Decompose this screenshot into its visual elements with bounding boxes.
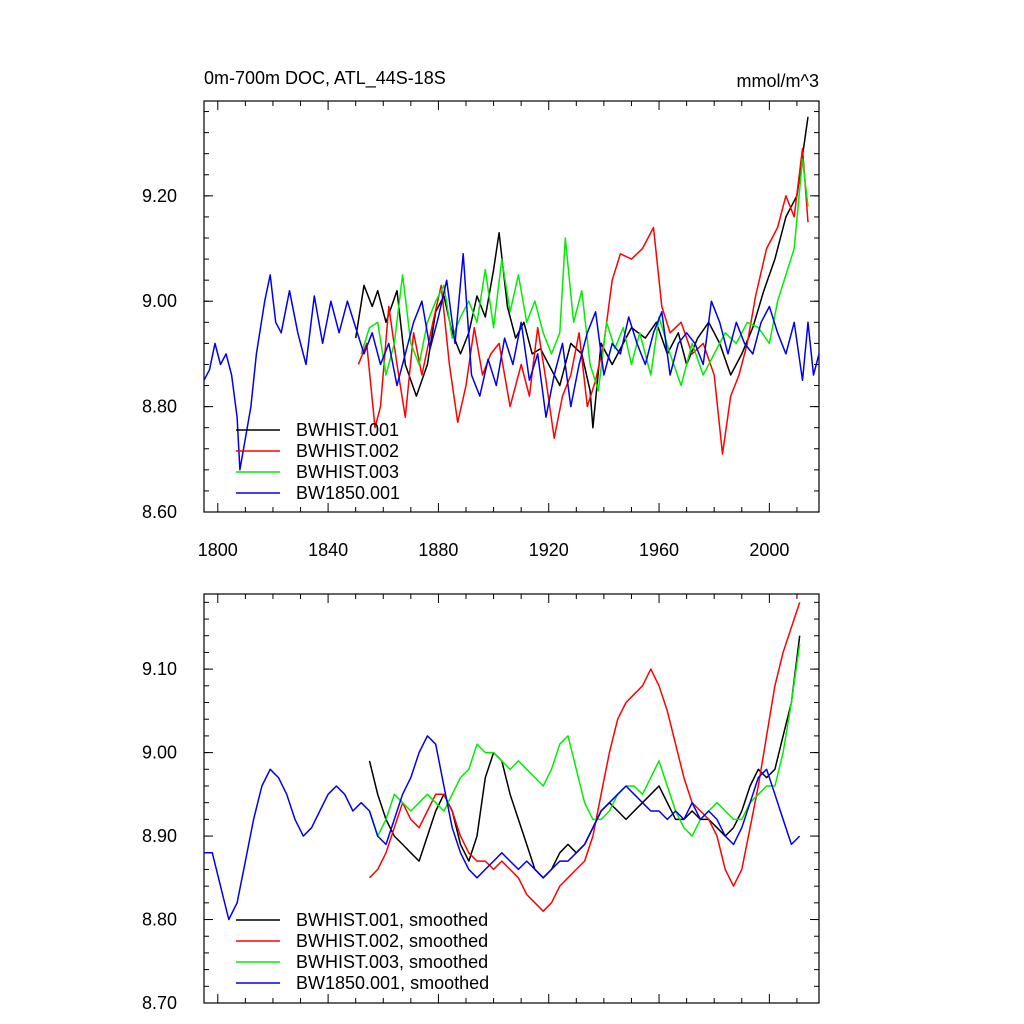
series-line-bwhist-003-smoothed xyxy=(368,643,801,837)
series-line-bw1850-001 xyxy=(203,253,820,471)
x-tick-label: 1960 xyxy=(639,540,679,560)
y-tick-label: 9.10 xyxy=(142,659,177,679)
series-line-bwhist-002-smoothed xyxy=(368,602,801,912)
x-tick-label: 1840 xyxy=(308,540,348,560)
y-tick-label: 8.90 xyxy=(142,826,177,846)
x-tick-label: 1800 xyxy=(198,540,238,560)
legend-label: BWHIST.003 xyxy=(296,462,399,482)
y-tick-label: 8.70 xyxy=(142,993,177,1013)
legend-label: BWHIST.002, smoothed xyxy=(296,931,488,951)
bottom-panel: 8.70 8.80 8.90 9.00 9.10 BWHIST.001, smoothed… xyxy=(142,593,820,1013)
legend-label: BWHIST.001, smoothed xyxy=(296,910,488,930)
legend-label: BWHIST.002 xyxy=(296,441,399,461)
series-line-bwhist-002 xyxy=(357,147,809,455)
y-tick-label: 8.60 xyxy=(142,502,177,522)
legend-label: BW1850.001, smoothed xyxy=(296,973,489,993)
y-tick-label: 9.00 xyxy=(142,743,177,763)
x-tick-label: 1920 xyxy=(529,540,569,560)
legend-label: BW1850.001 xyxy=(296,483,400,503)
units-label: mmol/m^3 xyxy=(737,71,819,91)
y-tick-label: 9.20 xyxy=(142,186,177,206)
series-line-bwhist-001 xyxy=(354,116,809,429)
x-tick-label: 2000 xyxy=(749,540,789,560)
legend-label: BWHIST.001 xyxy=(296,420,399,440)
series-line-bw1850-001-smoothed xyxy=(204,735,801,921)
top-panel: 1800 1840 1880 1920 1960 2000 8.60 8.80 9.00 9.20… xyxy=(142,100,820,560)
y-tick-label: 8.80 xyxy=(142,910,177,930)
legend-label: BWHIST.003, smoothed xyxy=(296,952,488,972)
plot-frame xyxy=(203,100,820,513)
y-tick-label: 8.80 xyxy=(142,397,177,417)
x-tick-label: 1880 xyxy=(418,540,458,560)
plot-frame xyxy=(203,593,820,1004)
y-tick-label: 9.00 xyxy=(142,291,177,311)
chart-title: 0m-700m DOC, ATL_44S-18S xyxy=(204,68,446,89)
series-line-bwhist-003 xyxy=(360,158,809,392)
